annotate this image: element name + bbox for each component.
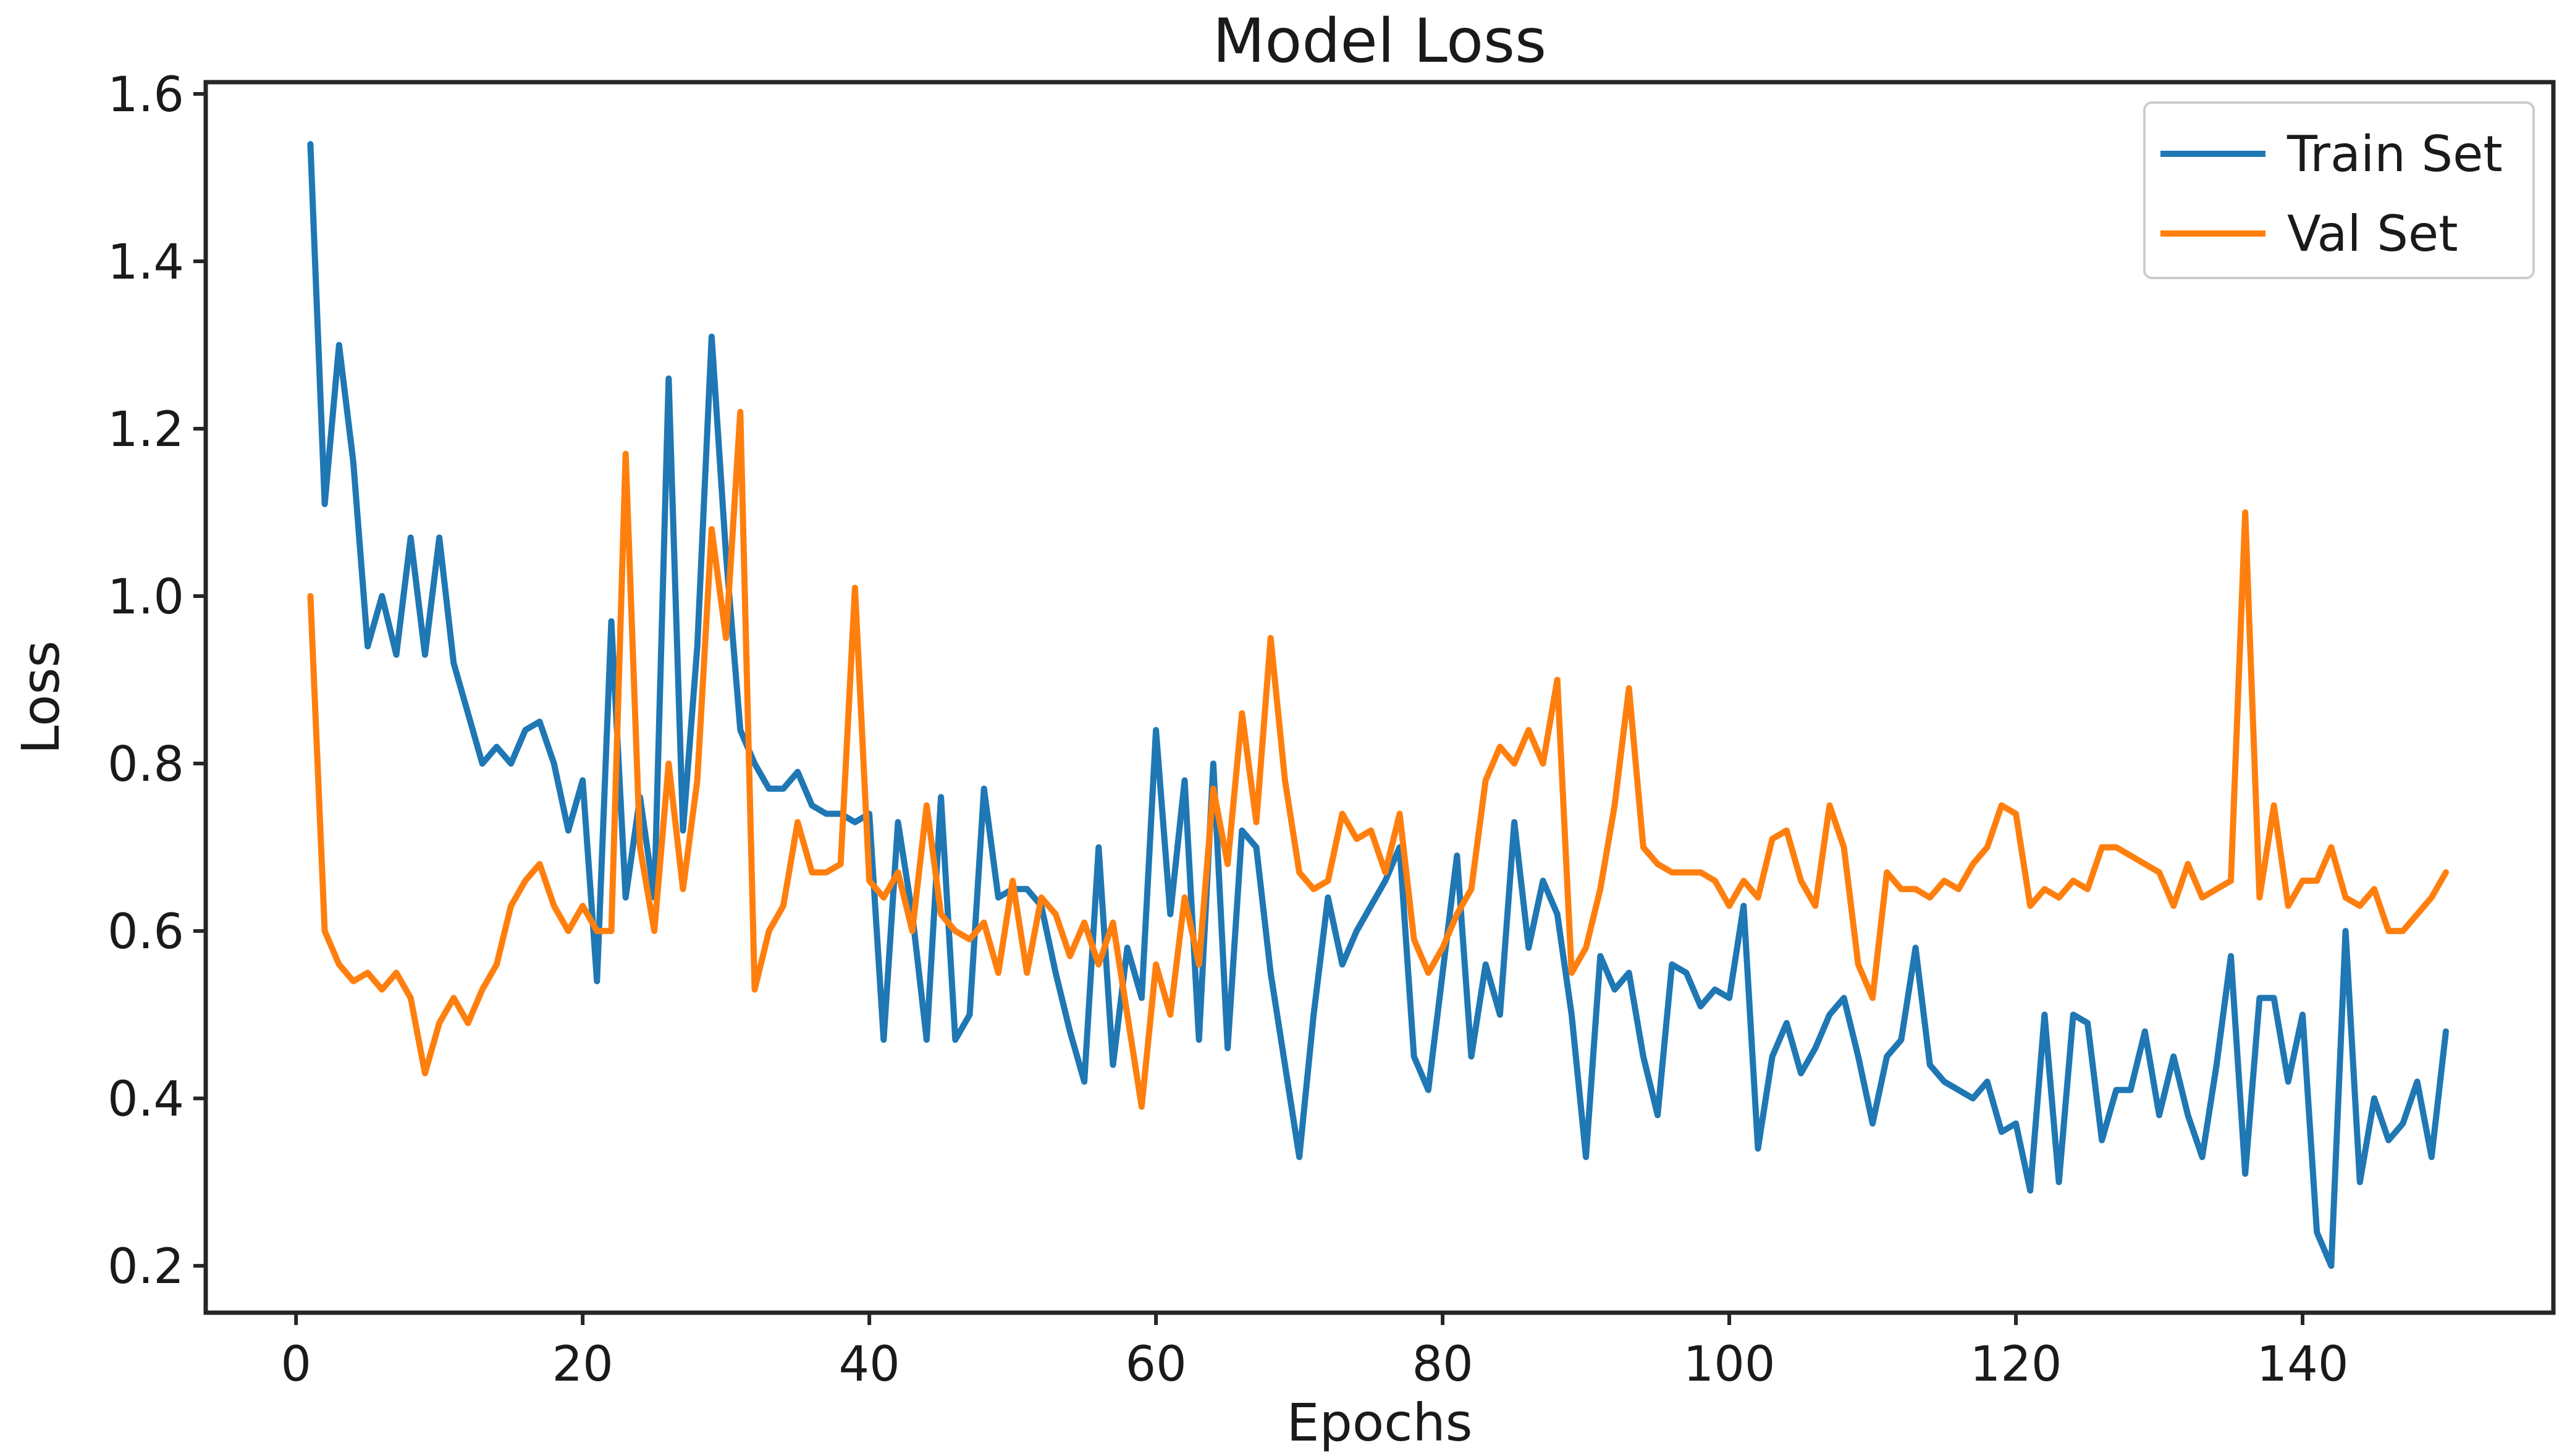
y-axis-label: Loss: [11, 641, 71, 754]
axes-frame: [203, 80, 2556, 1315]
y-tick-label: 0.8: [107, 737, 184, 793]
legend-label-val: Val Set: [2287, 205, 2458, 263]
y-tick-label: 1.4: [107, 235, 184, 290]
x-tick-label: 120: [1970, 1337, 2062, 1392]
x-tick-label: 80: [1412, 1337, 1473, 1392]
y-tick-label: 1.0: [107, 570, 184, 625]
x-axis-ticks: 0 20 40 60 80 100 120 140: [280, 1313, 2348, 1392]
x-tick-label: 60: [1125, 1337, 1186, 1392]
chart-title: Model Loss: [1213, 6, 1546, 77]
series-line-val: [307, 408, 2449, 1110]
y-tick-label: 0.2: [107, 1239, 184, 1295]
y-tick-label: 1.2: [107, 402, 184, 458]
x-tick-label: 0: [280, 1337, 311, 1392]
x-tick-label: 40: [838, 1337, 900, 1392]
x-tick-label: 140: [2257, 1337, 2349, 1392]
y-tick-label: 1.6: [107, 67, 184, 123]
x-axis-label: Epochs: [1287, 1392, 1473, 1453]
y-axis-ticks: 0.2 0.4 0.6 0.8 1.0 1.2 1.4 1.6: [107, 67, 206, 1295]
series-group: [307, 141, 2449, 1269]
x-tick-label: 100: [1684, 1337, 1776, 1392]
x-tick-label: 20: [552, 1337, 613, 1392]
legend-label-train: Train Set: [2286, 125, 2503, 183]
y-tick-label: 0.6: [107, 904, 184, 960]
legend: Train Set Val Set: [2143, 101, 2535, 279]
y-tick-label: 0.4: [107, 1072, 184, 1127]
series-line-train: [307, 141, 2449, 1269]
